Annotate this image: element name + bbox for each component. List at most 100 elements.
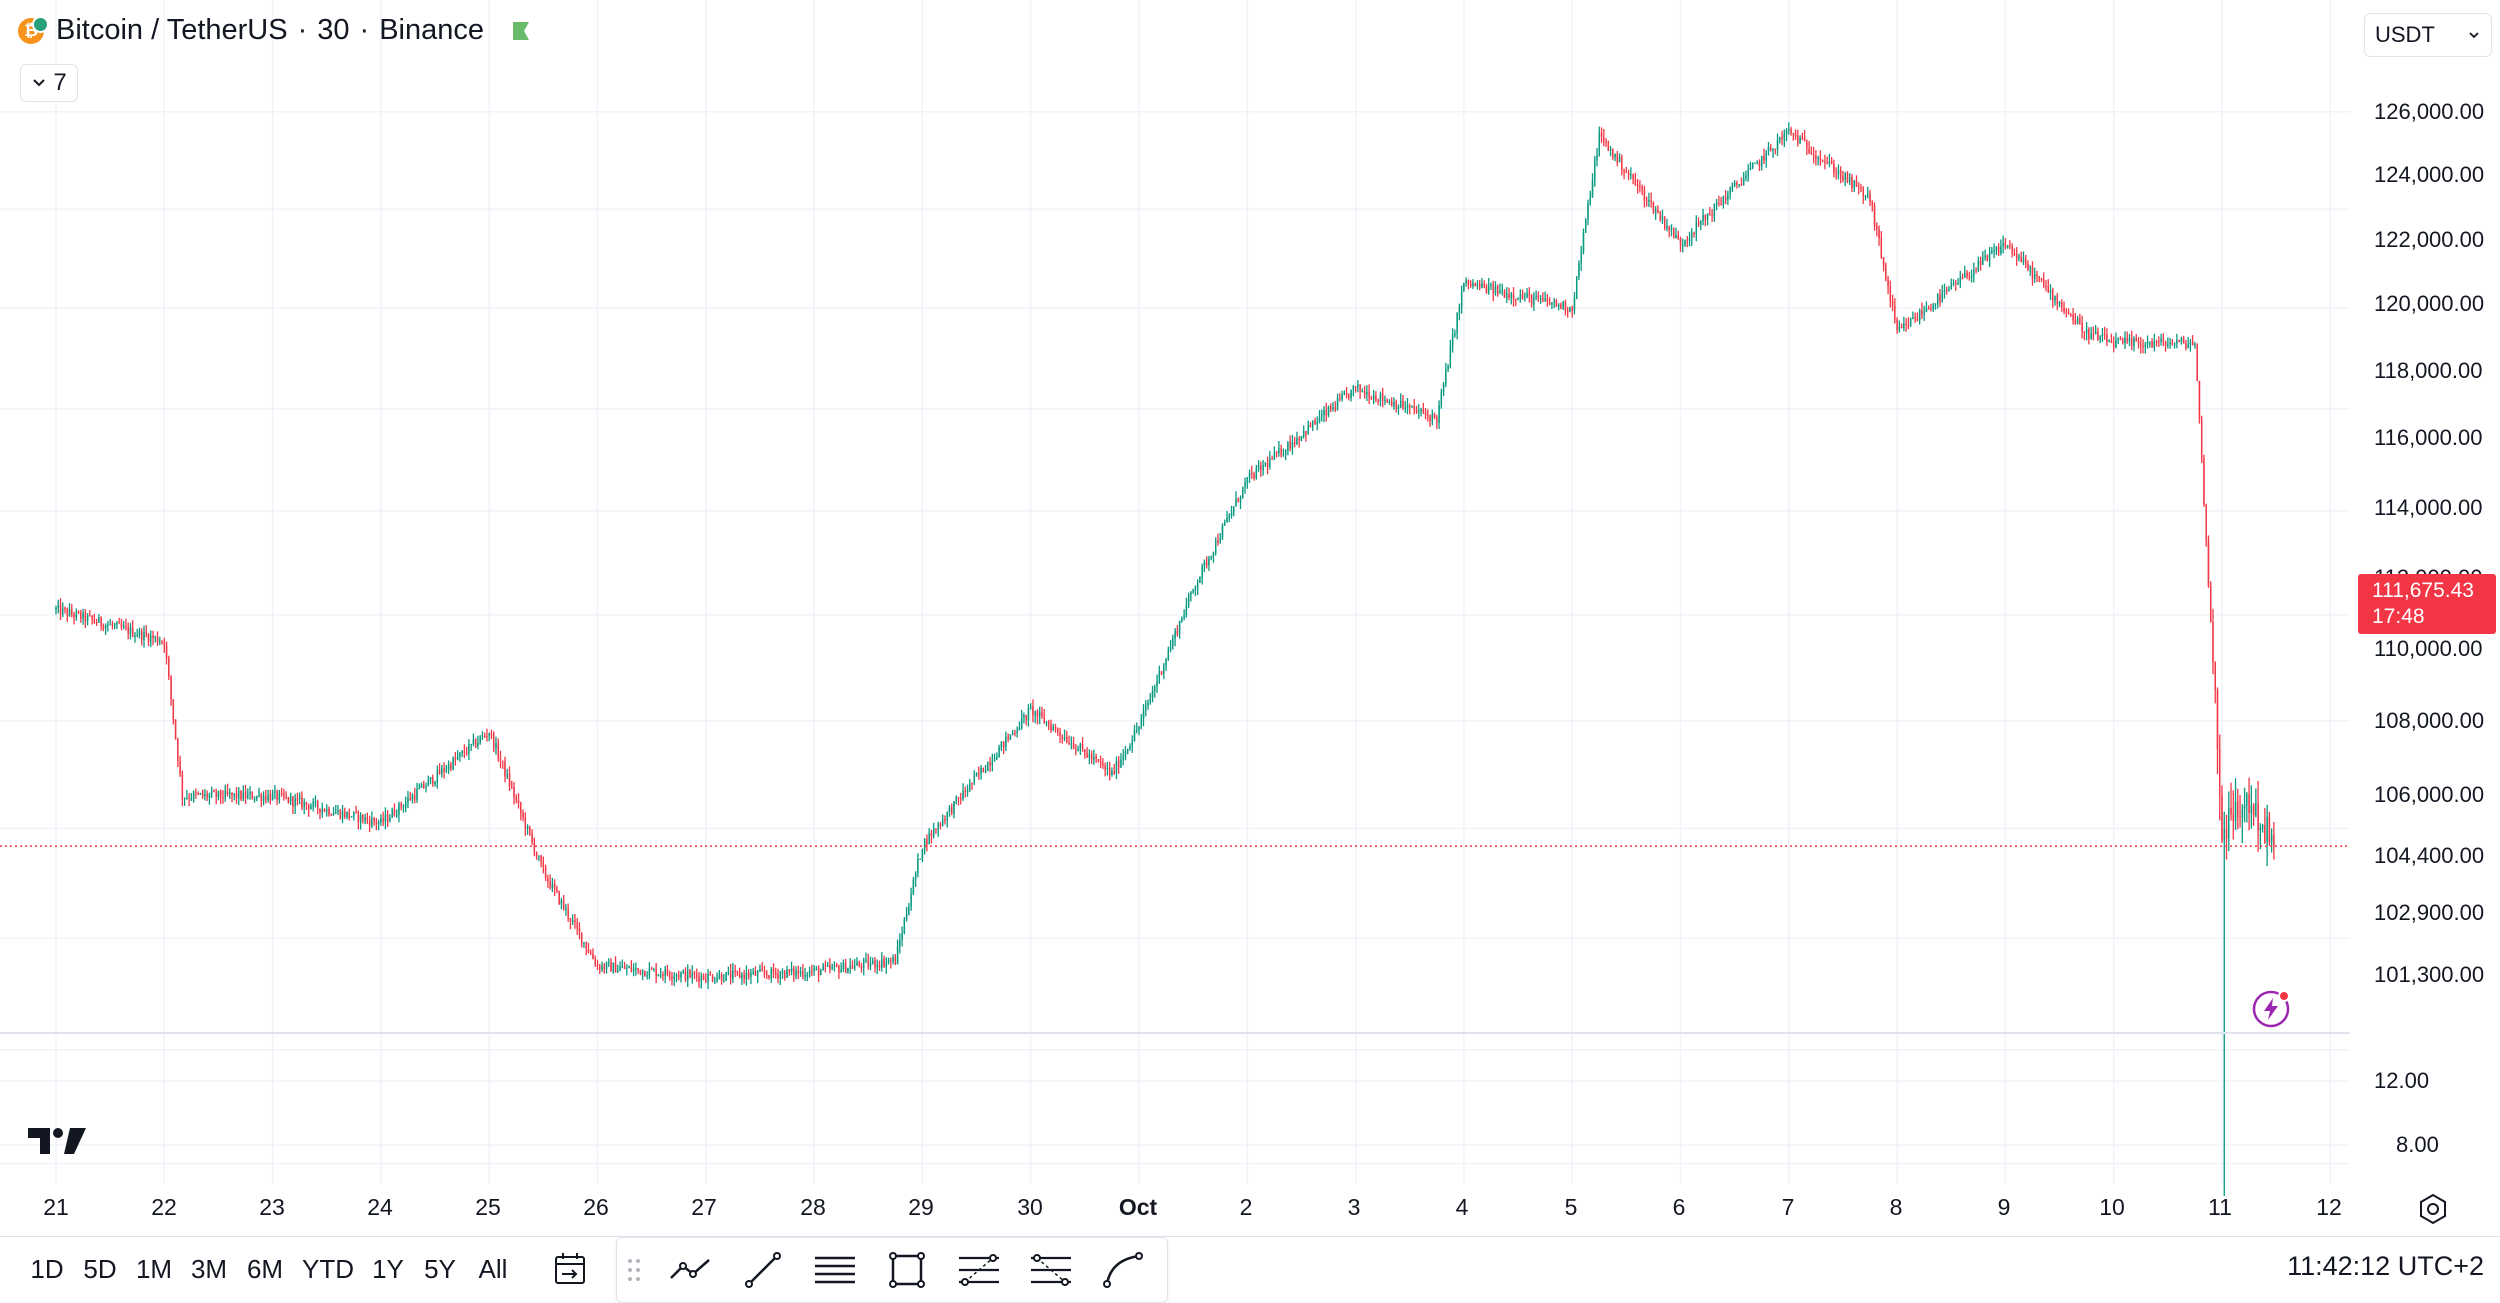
candle-body (1045, 722, 1048, 724)
exchange-label[interactable]: Binance (379, 14, 484, 46)
time-tick-label: 4 (1455, 1194, 1469, 1220)
candle-body (738, 972, 741, 978)
candle-body (1068, 742, 1070, 744)
candle-body (436, 769, 439, 782)
range-button-1y[interactable]: 1Y (372, 1253, 404, 1284)
candle-body (617, 969, 619, 973)
candle-body (996, 757, 998, 760)
tool-fib-retracement[interactable] (955, 1248, 1003, 1292)
candle-body (1630, 174, 1632, 176)
range-button-5d[interactable]: 5D (83, 1253, 117, 1284)
candle-body (567, 908, 569, 919)
candle-body (1377, 399, 1379, 402)
candle-body (849, 965, 851, 969)
candle-body (569, 918, 572, 922)
tradingview-logo[interactable] (26, 1124, 88, 1160)
candle-body (98, 617, 100, 623)
interval-label[interactable]: 30 (317, 14, 350, 46)
candle-body (1650, 200, 1652, 202)
candle-body (1900, 327, 1903, 329)
candle-body (1742, 178, 1745, 186)
candle-body (161, 641, 163, 643)
tool-horizontal-lines[interactable] (811, 1248, 859, 1292)
symbol-name[interactable]: Bitcoin / TetherUS (56, 14, 288, 46)
candle-body (1864, 195, 1867, 197)
indicators-toggle-button[interactable]: 7 (20, 64, 78, 102)
candle-body (1214, 540, 1217, 553)
pane-separator[interactable] (0, 1032, 2350, 1034)
candle-body (522, 812, 524, 818)
drag-handle-icon[interactable] (627, 1258, 641, 1282)
range-button-5y[interactable]: 5Y (424, 1253, 456, 1284)
flag-icon[interactable] (510, 20, 532, 42)
go-to-date-icon[interactable] (548, 1247, 592, 1291)
candle-body (2250, 805, 2253, 814)
candle-body (608, 962, 610, 964)
candle-body (192, 792, 195, 799)
candle-body (1542, 297, 1544, 301)
range-button-1m[interactable]: 1M (135, 1253, 173, 1284)
lightning-icon[interactable] (2250, 988, 2292, 1030)
range-button-all[interactable]: All (478, 1253, 508, 1284)
tool-curve[interactable] (1099, 1248, 1147, 1292)
range-button-1d[interactable]: 1D (30, 1253, 64, 1284)
candle-body (204, 793, 206, 797)
candle-body (1366, 391, 1368, 395)
candle-body (1081, 743, 1084, 750)
candle-body (941, 819, 944, 826)
candle-body (1454, 333, 1456, 336)
candle-body (1496, 286, 1499, 294)
price-chart[interactable] (0, 0, 2350, 1196)
price-tick-label: 106,000.00 (2374, 782, 2485, 807)
candle-body (276, 791, 278, 801)
candle-body (1691, 233, 1693, 239)
currency-select[interactable]: USDT (2364, 13, 2492, 57)
chart-area[interactable]: ₿ Bitcoin / TetherUS · 30 · Binance 7 (0, 0, 2350, 1196)
candle-body (1126, 748, 1129, 752)
candle-body (100, 617, 102, 626)
candle-body (1952, 282, 1955, 284)
tool-line[interactable] (739, 1248, 787, 1292)
candle-body (1129, 746, 1131, 749)
candle-body (483, 735, 486, 737)
candle-body (154, 636, 157, 639)
candle-body (637, 968, 639, 970)
candle-body (125, 626, 127, 628)
tool-rectangle[interactable] (883, 1248, 931, 1292)
candle-body (2142, 345, 2144, 347)
candle-body (1273, 452, 1276, 460)
candle-body (66, 609, 69, 616)
price-tick-label: 116,000.00 (2374, 425, 2483, 450)
candle-body (2216, 690, 2219, 750)
candle-body (1332, 407, 1334, 410)
range-button-6m[interactable]: 6M (246, 1253, 284, 1284)
candle-body (382, 818, 384, 822)
candle-body (804, 975, 806, 977)
candle-body (1490, 284, 1492, 286)
range-button-ytd[interactable]: YTD (302, 1253, 354, 1284)
clock[interactable]: 11:42:12 UTC+2 (2287, 1251, 2484, 1282)
candle-body (1072, 743, 1075, 749)
candle-body (752, 971, 754, 974)
candle-body (1384, 399, 1386, 401)
tool-pitchfork[interactable] (1027, 1248, 1075, 1292)
candle-body (1223, 522, 1226, 526)
candle-body (960, 798, 962, 800)
candle-body (1007, 736, 1009, 739)
candle-body (362, 814, 364, 821)
candle-body (1075, 748, 1077, 751)
candle-body (1190, 592, 1192, 596)
chart-settings-icon[interactable] (2416, 1192, 2450, 1226)
range-button-3m[interactable]: 3M (190, 1253, 228, 1284)
candle-body (756, 971, 759, 976)
candle-body (551, 883, 554, 888)
candle-body (1598, 133, 1601, 156)
candle-body (1485, 286, 1488, 293)
candle-body (2212, 622, 2214, 663)
candle-body (675, 975, 678, 977)
candle-body (1181, 618, 1183, 622)
tool-trend-path[interactable] (667, 1248, 715, 1292)
candle-body (1409, 405, 1411, 408)
candle-body (1589, 197, 1591, 204)
candle-body (459, 752, 461, 757)
